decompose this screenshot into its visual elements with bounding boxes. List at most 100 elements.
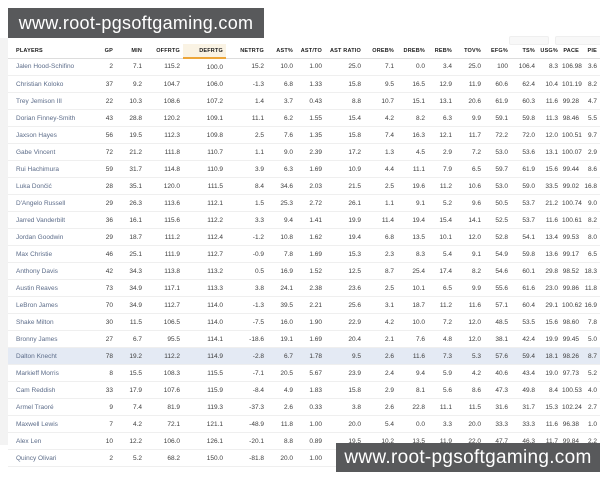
stat-cell: 37 bbox=[88, 75, 116, 93]
player-link[interactable]: Armel Traoré bbox=[8, 398, 88, 416]
stat-cell: 7.3 bbox=[428, 347, 455, 365]
column-header-defrtg[interactable]: DEFRTG bbox=[183, 44, 226, 59]
stat-cell: 17.2 bbox=[325, 143, 364, 161]
stat-cell: 10.4 bbox=[538, 75, 561, 93]
stat-cell: -0.9 bbox=[226, 245, 267, 263]
stat-cell: 11.1 bbox=[428, 398, 455, 416]
stat-cell: 106.4 bbox=[511, 58, 538, 76]
column-header-tov[interactable]: TOV% bbox=[455, 44, 484, 59]
stat-cell: 99.17 bbox=[561, 245, 582, 263]
stat-cell: 1.69 bbox=[296, 160, 325, 178]
stat-cell: 20.5 bbox=[267, 364, 296, 382]
stat-cell: 11.5 bbox=[116, 313, 145, 331]
stat-cell: 2.6 bbox=[364, 398, 397, 416]
stat-cell: -1.3 bbox=[226, 75, 267, 93]
stat-cell: 13.1 bbox=[538, 143, 561, 161]
player-link[interactable]: Max Christie bbox=[8, 245, 88, 263]
stat-cell: 59.8 bbox=[511, 245, 538, 263]
player-link[interactable]: Austin Reaves bbox=[8, 279, 88, 297]
stat-cell: 28 bbox=[88, 177, 116, 195]
player-link[interactable]: Dalton Knecht bbox=[8, 347, 88, 365]
player-link[interactable]: Jarred Vanderbilt bbox=[8, 211, 88, 229]
player-link[interactable]: Christian Koloko bbox=[8, 75, 88, 93]
column-header-ast-ratio[interactable]: AST RATIO bbox=[325, 44, 364, 59]
stat-cell: 102.24 bbox=[561, 398, 582, 416]
column-header-pace[interactable]: PACE bbox=[561, 44, 582, 59]
player-link[interactable]: Maxwell Lewis bbox=[8, 415, 88, 433]
stat-cell: 15.8 bbox=[325, 75, 364, 93]
player-link[interactable]: Dorian Finney-Smith bbox=[8, 109, 88, 127]
stat-cell: 7.1 bbox=[116, 58, 145, 76]
player-link[interactable]: Luka Dončić bbox=[8, 177, 88, 195]
stat-cell: 15.3 bbox=[538, 398, 561, 416]
column-header-reb[interactable]: REB% bbox=[428, 44, 455, 59]
stat-cell: 2.1 bbox=[364, 330, 397, 348]
player-link[interactable]: Rui Hachimura bbox=[8, 160, 88, 178]
player-link[interactable]: Jalen Hood-Schifino bbox=[8, 58, 88, 76]
stat-cell: 2 bbox=[88, 449, 116, 467]
stat-cell: 98.46 bbox=[561, 109, 582, 127]
stat-cell: 4.2 bbox=[455, 364, 484, 382]
stat-cell: 59.4 bbox=[511, 347, 538, 365]
stat-cell: 9.1 bbox=[455, 245, 484, 263]
stat-cell: 101.19 bbox=[561, 75, 582, 93]
stat-cell: 29 bbox=[88, 194, 116, 212]
column-header-ast-to[interactable]: AST/TO bbox=[296, 44, 325, 59]
column-header-usg[interactable]: USG% bbox=[538, 44, 561, 59]
stat-cell: 53.7 bbox=[511, 194, 538, 212]
stat-cell: 0.0 bbox=[397, 415, 428, 433]
stat-cell: -7.5 bbox=[226, 313, 267, 331]
column-header-min[interactable]: MIN bbox=[116, 44, 145, 59]
stat-cell: 11.1 bbox=[397, 160, 428, 178]
stat-cell: 150.0 bbox=[183, 449, 226, 467]
player-link[interactable]: Bronny James bbox=[8, 330, 88, 348]
player-link[interactable]: LeBron James bbox=[8, 296, 88, 314]
player-link[interactable]: Jaxson Hayes bbox=[8, 126, 88, 144]
player-link[interactable]: Markieff Morris bbox=[8, 364, 88, 382]
table-row: Rui Hachimura 59 31.7 114.8 110.9 3.9 6.3 1.69 1… bbox=[8, 160, 600, 178]
stat-cell: 15.6 bbox=[538, 313, 561, 331]
stat-cell: 2.72 bbox=[296, 194, 325, 212]
stat-cell: 7.9 bbox=[428, 160, 455, 178]
player-link[interactable]: Anthony Davis bbox=[8, 262, 88, 280]
stat-cell: 10.3 bbox=[116, 92, 145, 110]
stat-cell: 100.07 bbox=[561, 143, 582, 161]
player-link[interactable]: Cam Reddish bbox=[8, 381, 88, 399]
stat-cell: -18.6 bbox=[226, 330, 267, 348]
watermark-banner-bottom: www.root-pgsoftgaming.com bbox=[336, 443, 600, 472]
stat-cell: 12.0 bbox=[455, 313, 484, 331]
stat-cell: 81.9 bbox=[145, 398, 183, 416]
player-link[interactable]: Alex Len bbox=[8, 432, 88, 450]
player-stats-table: PLAYERS GP MIN OFFRTG DEFRTG NETRTG AST% AST/TO… bbox=[8, 44, 600, 467]
player-link[interactable]: D'Angelo Russell bbox=[8, 194, 88, 212]
column-header-gp[interactable]: GP bbox=[88, 44, 116, 59]
stat-cell: 11.8 bbox=[267, 415, 296, 433]
column-header-efg[interactable]: EFG% bbox=[484, 44, 511, 59]
player-link[interactable]: Quincy Olivari bbox=[8, 449, 88, 467]
stat-cell: 61.9 bbox=[484, 92, 511, 110]
column-header-players[interactable]: PLAYERS bbox=[8, 44, 88, 59]
column-header-pie[interactable]: PIE bbox=[582, 44, 600, 59]
column-header-netrtg[interactable]: NETRTG bbox=[226, 44, 267, 59]
player-link[interactable]: Gabe Vincent bbox=[8, 143, 88, 161]
stat-cell: 23.9 bbox=[325, 364, 364, 382]
stat-cell: 117.1 bbox=[145, 279, 183, 297]
stat-cell: 7.8 bbox=[267, 245, 296, 263]
stat-cell: 9.4 bbox=[267, 211, 296, 229]
player-link[interactable]: Shake Milton bbox=[8, 313, 88, 331]
table-row: Cam Reddish 33 17.9 107.6 115.9 -8.4 4.9 1.83 15… bbox=[8, 381, 600, 399]
column-header-oreb[interactable]: OREB% bbox=[364, 44, 397, 59]
stat-cell: 7.4 bbox=[364, 126, 397, 144]
stat-cell: 4.0 bbox=[582, 381, 600, 399]
player-link[interactable]: Trey Jemison III bbox=[8, 92, 88, 110]
player-link[interactable]: Jordan Goodwin bbox=[8, 228, 88, 246]
column-header-dreb[interactable]: DREB% bbox=[397, 44, 428, 59]
column-header-ts[interactable]: TS% bbox=[511, 44, 538, 59]
stat-cell: 4.2 bbox=[364, 313, 397, 331]
stat-cell: 3.1 bbox=[364, 296, 397, 314]
column-header-offrtg[interactable]: OFFRTG bbox=[145, 44, 183, 59]
column-header-ast[interactable]: AST% bbox=[267, 44, 296, 59]
stat-cell: 2.6 bbox=[267, 398, 296, 416]
stat-cell: 34.9 bbox=[116, 279, 145, 297]
stat-cell: 9.0 bbox=[267, 143, 296, 161]
